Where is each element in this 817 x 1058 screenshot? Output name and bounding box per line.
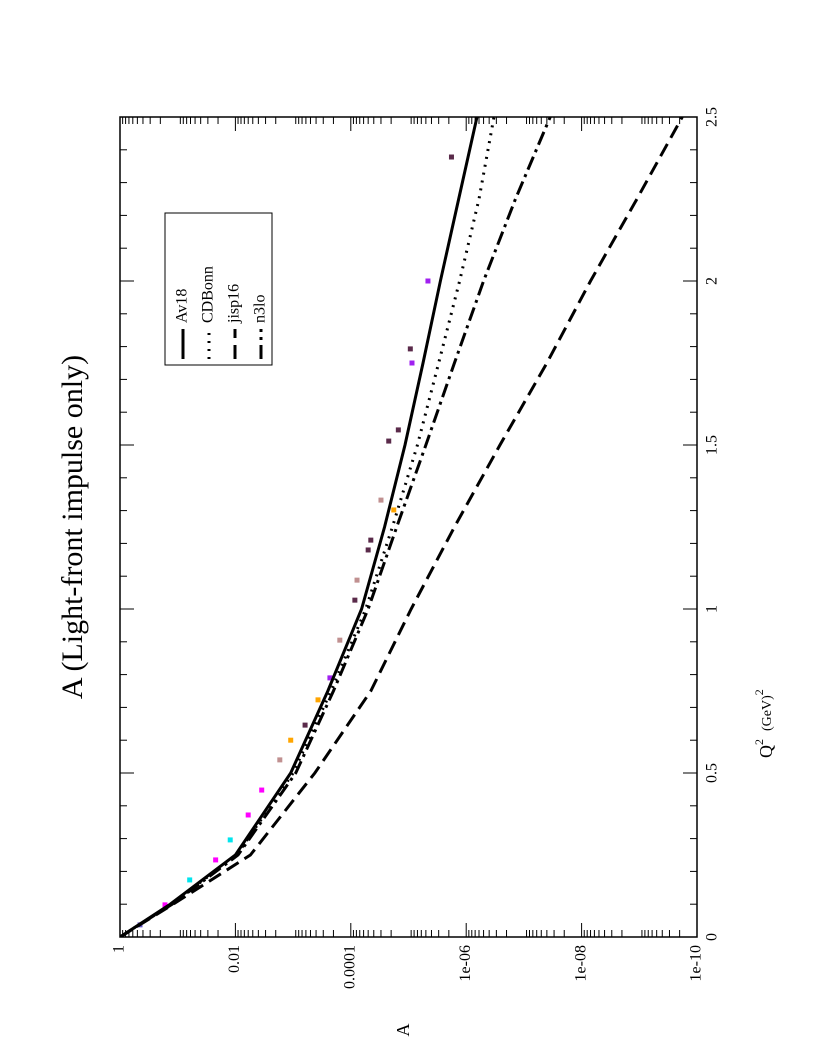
x-tick-label: 2 — [704, 277, 721, 285]
x-axis-label: Q2(GeV)2 — [752, 689, 776, 758]
data-point — [378, 497, 384, 503]
data-point — [302, 722, 308, 728]
y-tick-label: 1e-08 — [572, 945, 589, 981]
data-point — [395, 427, 401, 433]
x-label-sup: 2 — [752, 739, 766, 745]
x-label-unit-sup: 2 — [752, 689, 766, 695]
y-tick-label: 1e-06 — [457, 945, 474, 981]
rotated-chart: A (Light-front impulse only) A Q2(GeV)2 … — [56, 107, 776, 1037]
x-label-unit: (GeV) — [760, 695, 775, 731]
y-tick-label: 1 — [111, 945, 128, 953]
x-tick-label: 0.5 — [704, 763, 721, 783]
legend-label: Av18 — [174, 289, 191, 323]
x-tick-label: 1 — [704, 605, 721, 613]
legend-box — [164, 212, 273, 366]
data-point — [277, 757, 283, 763]
y-tick-label: 1e-10 — [688, 945, 705, 981]
data-point — [227, 837, 233, 843]
data-point — [368, 537, 374, 543]
series-line — [120, 117, 552, 937]
legend-label: n3lo — [252, 295, 269, 323]
legend-label: jisp16 — [226, 284, 243, 324]
data-point — [386, 438, 392, 444]
x-tick-label: 1.5 — [704, 435, 721, 455]
data-point — [259, 787, 265, 793]
data-point — [352, 597, 358, 603]
data-point — [315, 697, 321, 703]
data-point — [391, 507, 397, 513]
series-line — [120, 117, 684, 937]
x-label-main: Q — [756, 745, 776, 758]
data-point — [425, 278, 431, 284]
data-point — [409, 360, 415, 366]
chart-title: A (Light-front impulse only) — [56, 355, 89, 699]
legend-label: CDBonn — [200, 266, 217, 323]
data-point — [337, 637, 343, 643]
x-tick-label: 0 — [704, 933, 721, 941]
plot-frame — [119, 116, 698, 938]
data-point — [354, 577, 360, 583]
data-point — [448, 154, 454, 160]
data-point — [213, 857, 219, 863]
data-point — [288, 737, 294, 743]
y-axis-label: A — [393, 1024, 413, 1037]
data-point — [187, 877, 193, 883]
y-tick-label: 0.01 — [226, 945, 243, 973]
y-tick-label: 0.0001 — [341, 945, 358, 989]
data-point — [245, 812, 251, 818]
data-point — [365, 547, 371, 553]
x-tick-label: 2.5 — [704, 107, 721, 127]
data-point — [407, 346, 413, 352]
